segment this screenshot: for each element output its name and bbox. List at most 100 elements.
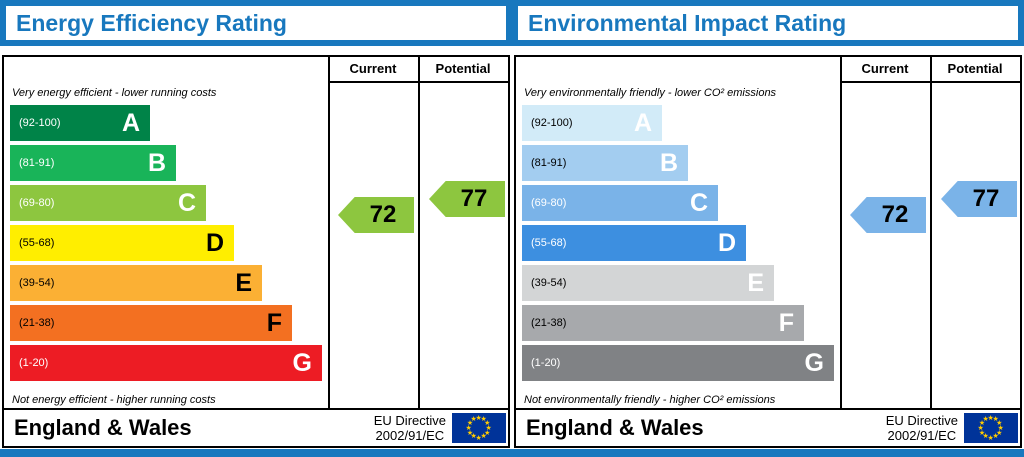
energy-current-value: 72 <box>369 201 397 228</box>
eu-star-icon: ★ <box>997 424 1004 432</box>
band-letter-label: E <box>235 269 252 297</box>
eu-star-icon: ★ <box>484 429 491 437</box>
chart-footer: England & Wales EU Directive 2002/91/EC ★… <box>516 410 1020 446</box>
band-bar: (1-20) G <box>522 345 834 381</box>
energy-efficiency-title: Energy Efficiency Rating <box>6 6 506 40</box>
rating-bands: (92-100) A (81-91) B (69-80) C (55-68) D (39-54)… <box>522 105 834 385</box>
eu-star-icon: ★ <box>480 415 487 423</box>
potential-column-header: Potential <box>418 57 508 83</box>
eu-star-icon: ★ <box>982 415 989 423</box>
band-bar: (69-80) C <box>522 185 718 221</box>
column-divider <box>840 57 842 408</box>
band-range-label: (69-80) <box>19 197 55 209</box>
band-bar: (55-68) D <box>522 225 746 261</box>
band-bar: (92-100) A <box>522 105 662 141</box>
band-letter-label: A <box>121 109 140 137</box>
bottom-note: Not environmentally friendly - higher CO… <box>524 394 776 406</box>
band-letter-label: E <box>747 269 764 297</box>
band-g: (1-20) G <box>10 345 322 381</box>
eu-star-icon: ★ <box>996 419 1003 427</box>
eu-star-icon: ★ <box>480 433 487 441</box>
eu-directive-line1: EU Directive <box>885 413 958 428</box>
band-bar: (21-38) F <box>522 305 804 341</box>
environmental-impact-title: Environmental Impact Rating <box>518 6 1018 40</box>
eu-directive-label: EU Directive 2002/91/EC <box>374 413 446 443</box>
band-bar: (69-80) C <box>10 185 206 221</box>
top-note: Very environmentally friendly - lower CO… <box>524 87 777 99</box>
band-letter-label: B <box>147 149 166 177</box>
current-column-header: Current <box>840 57 930 83</box>
band-c: (69-80) C <box>10 185 322 221</box>
eu-star-icon: ★ <box>987 434 994 442</box>
band-letter-label: C <box>689 189 708 217</box>
footer-divider <box>516 408 1020 410</box>
band-bar: (92-100) A <box>10 105 150 141</box>
band-letter-label: F <box>266 309 282 337</box>
band-letter-label: G <box>292 349 312 377</box>
charts-area: Current Potential Very energy efficient … <box>0 46 1024 449</box>
band-range-label: (1-20) <box>19 357 49 369</box>
eu-star-icon: ★ <box>470 415 477 423</box>
band-bar: (81-91) B <box>10 145 176 181</box>
eu-star-icon: ★ <box>996 429 1003 437</box>
environmental-impact-chart: Current Potential Very environmentally f… <box>514 55 1022 448</box>
bottom-note: Not energy efficient - higher running co… <box>12 394 216 406</box>
chart-footer: England & Wales EU Directive 2002/91/EC ★… <box>4 410 508 446</box>
band-range-label: (55-68) <box>19 237 55 249</box>
band-g: (1-20) G <box>522 345 834 381</box>
band-bar: (81-91) B <box>522 145 688 181</box>
band-b: (81-91) B <box>10 145 322 181</box>
eu-star-icon: ★ <box>484 419 491 427</box>
band-e: (39-54) E <box>522 265 834 301</box>
band-b: (81-91) B <box>522 145 834 181</box>
rating-bands: (92-100) A (81-91) B (69-80) C (55-68) D (39-54)… <box>10 105 322 385</box>
region-label: England & Wales <box>526 415 704 440</box>
eu-star-icon: ★ <box>466 419 474 427</box>
eu-star-icon: ★ <box>470 433 477 441</box>
band-range-label: (81-91) <box>19 157 55 169</box>
energy-efficiency-chart: Current Potential Very energy efficient … <box>2 55 510 448</box>
eu-flag-icon: ★ ★ ★ ★ ★ ★ ★ ★ ★ ★ ★ ★ <box>964 413 1018 443</box>
band-c: (69-80) C <box>522 185 834 221</box>
band-bar: (21-38) F <box>10 305 292 341</box>
eu-star-icon: ★ <box>977 424 984 432</box>
eu-star-icon: ★ <box>992 415 999 423</box>
band-letter-label: C <box>177 189 196 217</box>
band-range-label: (21-38) <box>531 317 567 329</box>
band-letter-label: F <box>778 309 794 337</box>
band-letter-label: G <box>804 349 824 377</box>
band-d: (55-68) D <box>522 225 834 261</box>
column-divider <box>418 57 420 408</box>
band-range-label: (55-68) <box>531 237 567 249</box>
eu-star-icon: ★ <box>987 414 994 422</box>
potential-column-header: Potential <box>930 57 1020 83</box>
eu-flag-icon: ★ ★ ★ ★ ★ ★ ★ ★ ★ ★ ★ ★ <box>452 413 506 443</box>
eu-star-icon: ★ <box>465 424 472 432</box>
column-divider <box>930 57 932 408</box>
energy-current-arrow: 72 <box>338 197 414 233</box>
band-range-label: (21-38) <box>19 317 55 329</box>
band-bar: (1-20) G <box>10 345 322 381</box>
eu-star-icon: ★ <box>475 434 482 442</box>
eu-star-icon: ★ <box>982 433 989 441</box>
band-range-label: (81-91) <box>531 157 567 169</box>
band-d: (55-68) D <box>10 225 322 261</box>
band-letter-label: B <box>659 149 678 177</box>
region-label: England & Wales <box>14 415 192 440</box>
band-bar: (39-54) E <box>10 265 262 301</box>
eu-directive-line1: EU Directive <box>373 413 446 428</box>
band-f: (21-38) F <box>10 305 322 341</box>
band-letter-label: D <box>205 229 224 257</box>
band-range-label: (39-54) <box>531 277 567 289</box>
energy-potential-value: 77 <box>460 185 488 212</box>
eu-directive-line2: 2002/91/EC <box>375 428 445 443</box>
band-letter-label: D <box>717 229 736 257</box>
environmental-potential-arrow: 77 <box>941 181 1017 217</box>
band-a: (92-100) A <box>522 105 834 141</box>
band-range-label: (69-80) <box>531 197 567 209</box>
band-e: (39-54) E <box>10 265 322 301</box>
footer-divider <box>4 408 508 410</box>
band-range-label: (92-100) <box>531 117 573 129</box>
band-bar: (39-54) E <box>522 265 774 301</box>
